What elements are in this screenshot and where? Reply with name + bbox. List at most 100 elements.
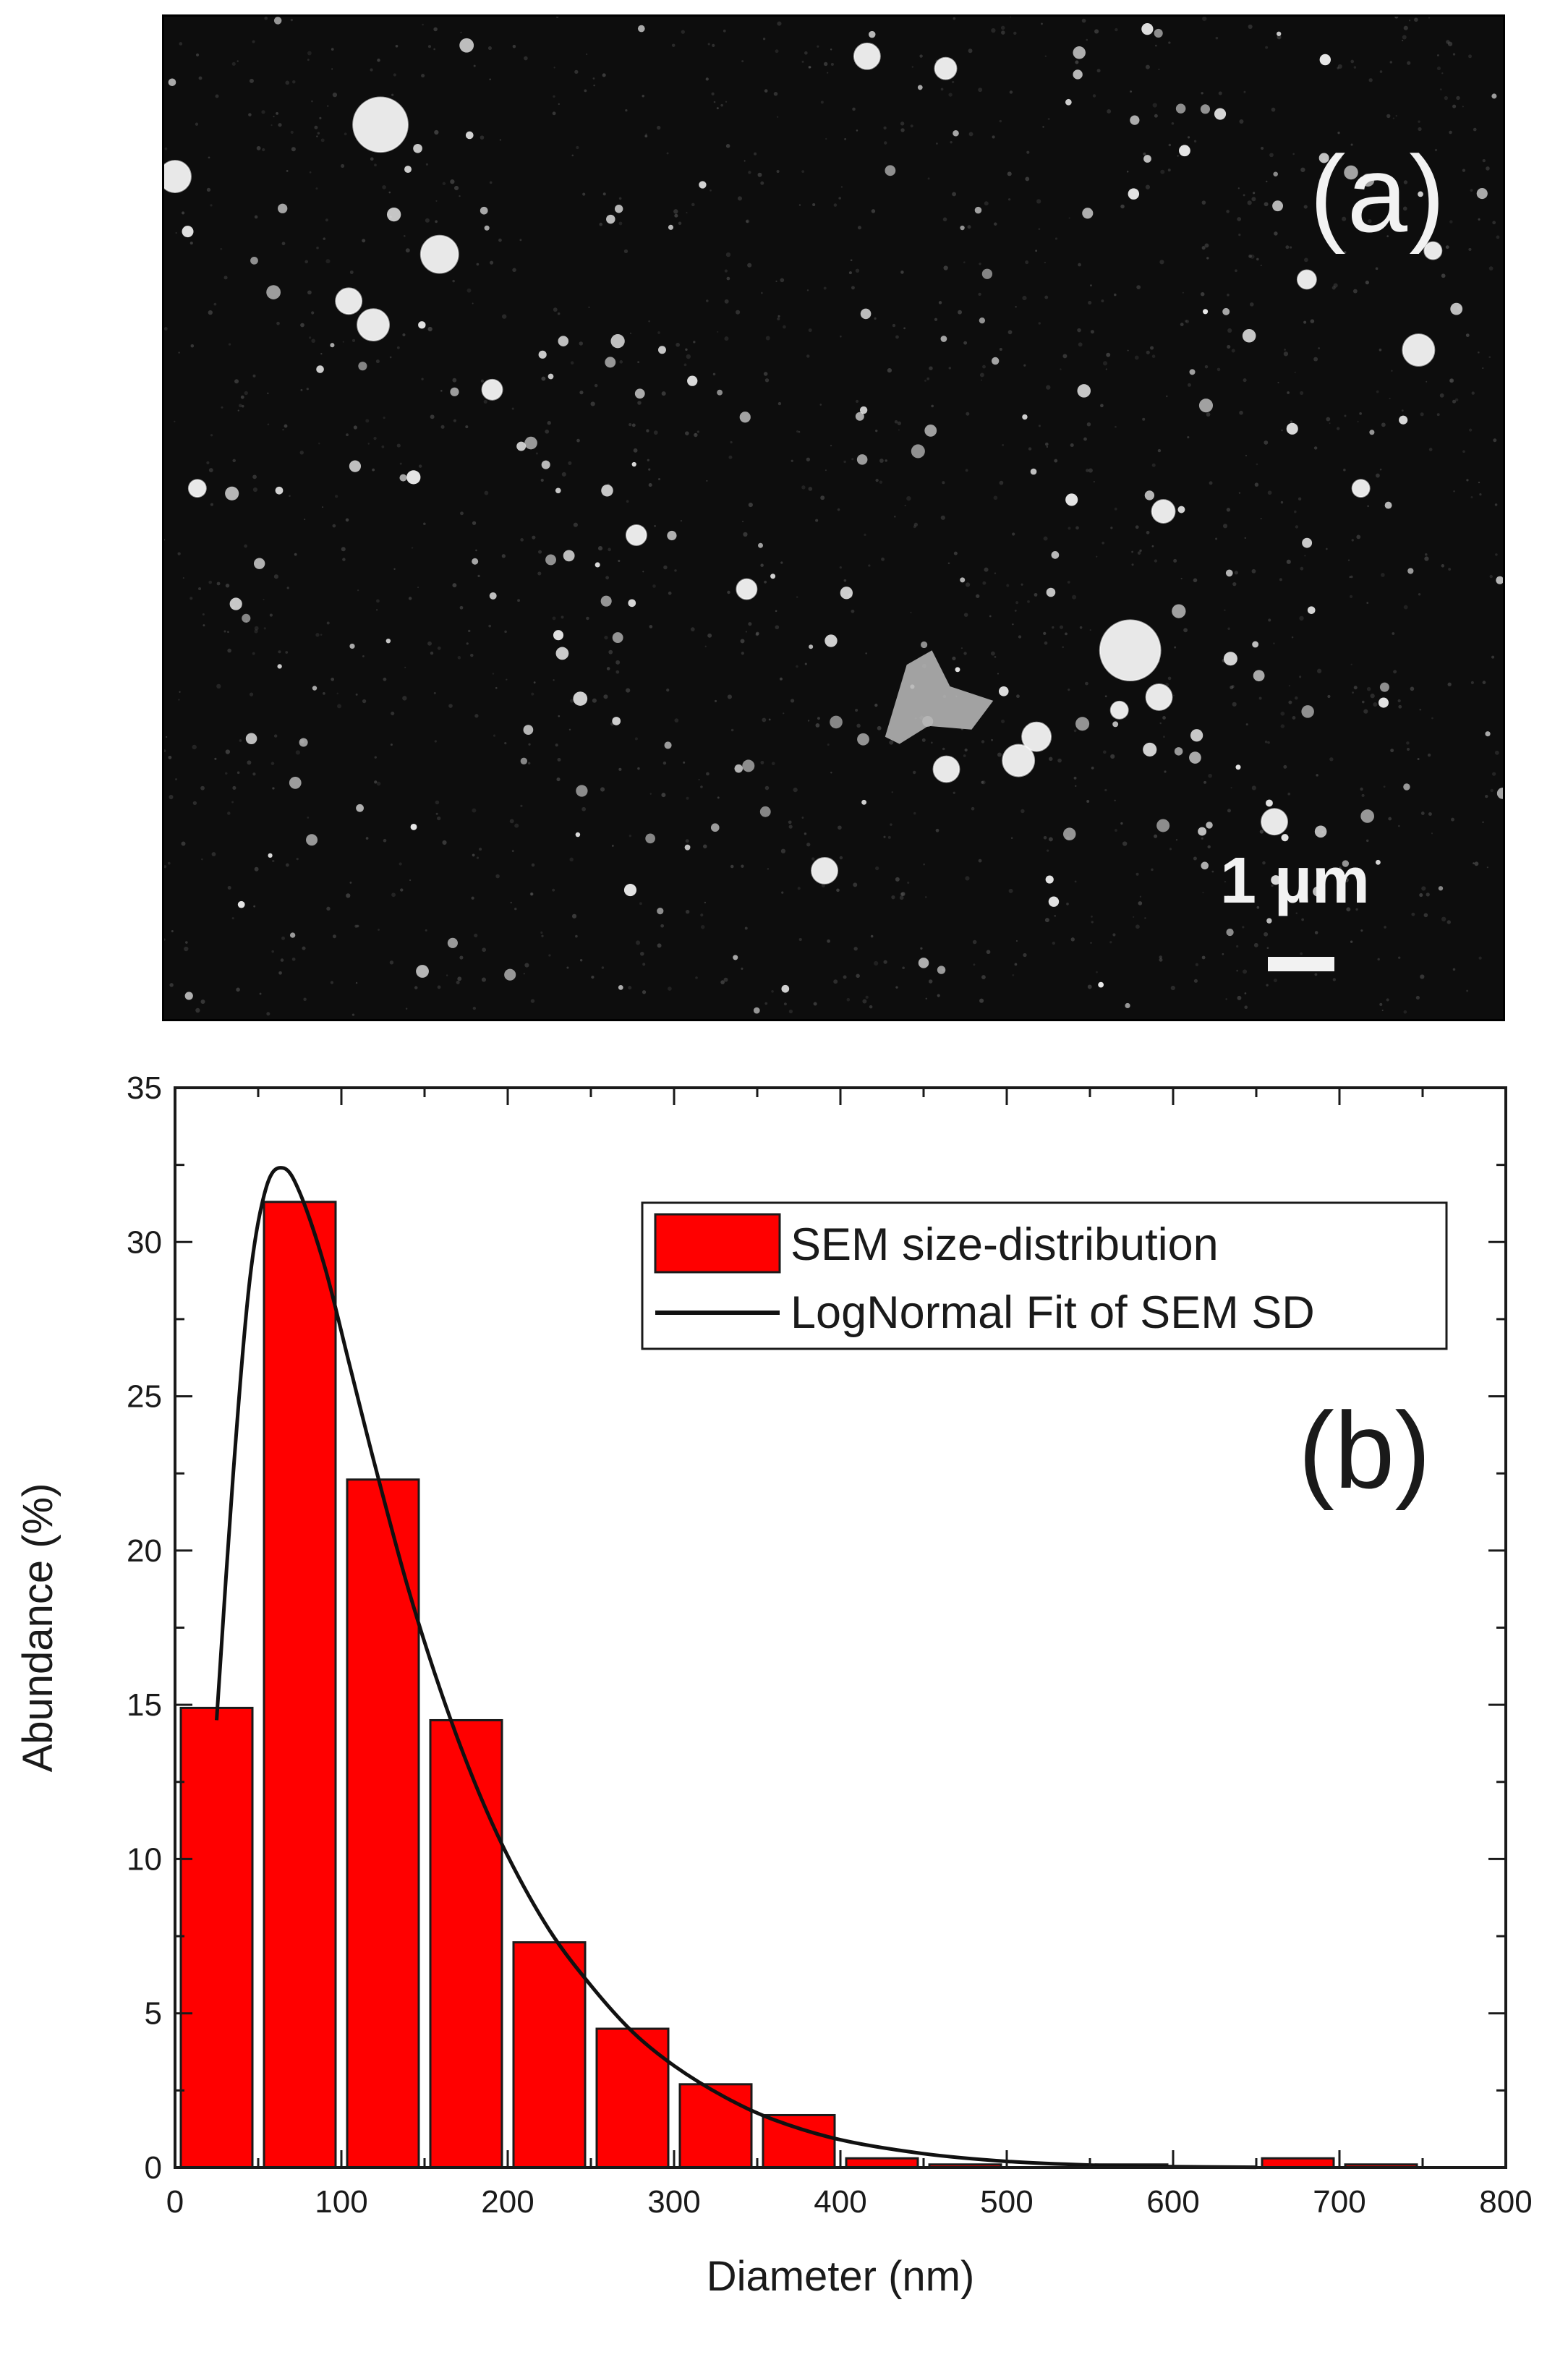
sem-noise [1171,122,1175,125]
sem-noise [1133,916,1135,918]
sem-particle [1253,670,1265,682]
sem-noise [1204,365,1209,369]
sem-noise [637,767,640,770]
sem-noise [1154,559,1158,563]
sem-noise [981,780,984,784]
sem-noise [1473,127,1477,132]
sem-noise [938,301,942,304]
sem-noise [1394,17,1399,19]
sem-noise [434,740,437,743]
size-distribution-chart: 0 100 200 300 400 500 600 700 80005101520253035 … [14,1070,1533,2300]
sem-noise [1271,884,1274,887]
sem-noise [1010,837,1013,840]
sem-noise [1486,166,1490,171]
sem-noise [1446,40,1450,44]
sem-particle [664,741,672,749]
sem-noise [724,299,729,304]
sem-noise [964,748,968,752]
sem-noise [754,152,757,155]
sem-noise [999,119,1002,123]
sem-noise [1238,233,1241,236]
sem-noise [963,613,968,617]
sem-noise [437,985,441,989]
sem-noise [227,631,229,634]
sem-noise [1316,774,1318,777]
sem-particle [406,470,421,485]
sem-noise [615,660,621,665]
sem-noise [1446,920,1452,924]
sem-noise [375,609,378,611]
sem-noise [1357,420,1359,423]
sem-noise [189,597,193,600]
x-tick-label: 0 [166,2184,184,2220]
sem-noise [836,888,840,892]
sem-noise [1038,425,1041,427]
sem-noise [1350,663,1352,665]
sem-noise [294,553,297,556]
sem-particle [1175,103,1186,114]
sem-noise [320,352,323,355]
sem-noise [523,973,525,975]
sem-noise [1376,473,1380,478]
sem-noise [1100,404,1104,408]
sem-noise [704,645,707,647]
sem-noise [1395,115,1397,117]
sem-noise [184,946,189,952]
sem-noise [615,670,620,674]
sem-noise [1403,1010,1407,1014]
sem-noise [430,651,434,655]
sem-noise [1073,729,1077,733]
sem-noise [254,215,258,219]
sem-noise [978,88,983,93]
sem-noise [307,290,312,295]
sem-noise [1356,534,1361,540]
sem-noise [1344,414,1347,417]
sem-noise [920,947,923,950]
sem-particle [625,524,647,546]
sem-particle [781,984,790,993]
sem-noise [744,926,748,930]
scale-bar-label: 1 µm [1220,845,1370,917]
sem-noise [1237,217,1242,221]
sem-noise [1390,749,1394,753]
sem-noise [1043,536,1048,541]
sem-noise [509,819,514,824]
sem-noise [216,683,221,689]
sem-noise [797,887,801,890]
sem-noise [798,430,801,433]
sem-noise [897,421,902,425]
sem-noise [850,259,853,262]
sem-noise [608,649,613,655]
sem-noise [1227,294,1230,297]
sem-noise [263,598,265,601]
sem-noise [999,348,1002,351]
sem-noise [646,429,649,432]
sem-noise [345,518,349,522]
sem-noise [198,76,203,80]
sem-noise [1285,245,1290,250]
sem-particle [1266,918,1272,924]
sem-particle [1379,682,1389,692]
sem-noise [273,734,278,738]
sem-noise [883,141,887,145]
sem-noise [349,270,354,274]
sem-noise [1242,926,1245,929]
sem-noise [767,868,770,870]
sem-noise [700,924,705,929]
sem-particle [481,378,503,401]
sem-noise [195,122,199,126]
histogram-bar [263,1201,337,2169]
sem-noise [1447,682,1452,686]
sem-noise [1091,921,1094,924]
sem-noise [973,963,976,966]
sem-noise [685,910,690,914]
sem-noise [926,377,930,380]
sem-noise [450,179,455,184]
sem-noise [540,478,544,482]
sem-noise [1361,793,1365,797]
sem-noise [292,80,296,84]
sem-particle [237,900,245,908]
sem-noise [337,704,341,709]
sem-noise [911,66,914,68]
sem-noise [1468,247,1472,251]
